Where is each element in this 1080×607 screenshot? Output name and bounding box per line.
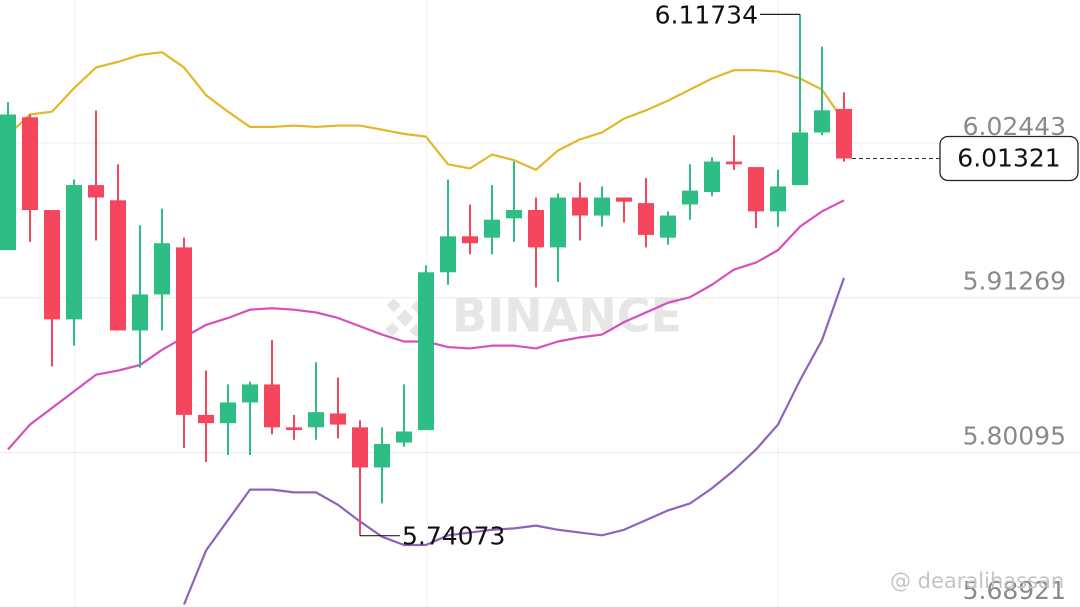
candle-body xyxy=(0,114,16,251)
candle-body xyxy=(550,197,566,248)
candle-body xyxy=(352,427,368,468)
high-label: 6.11734 xyxy=(655,0,758,29)
low-label: 5.74073 xyxy=(402,522,505,551)
candle-body xyxy=(132,294,148,331)
candle-body xyxy=(66,185,82,320)
price-label: 6.01321 xyxy=(957,143,1060,172)
band-line xyxy=(7,51,845,171)
y-tick-label: 5.91269 xyxy=(963,267,1066,296)
candle-body xyxy=(286,427,302,431)
candle-body xyxy=(572,197,588,216)
candle-body xyxy=(660,215,676,238)
candle-body xyxy=(528,209,544,248)
candle-body xyxy=(88,185,104,198)
candle-body xyxy=(308,412,324,428)
candle-body xyxy=(748,167,764,212)
candle-body xyxy=(770,186,786,212)
candle-body xyxy=(154,243,170,295)
band-line xyxy=(182,277,846,605)
candle-body xyxy=(814,110,830,133)
candle-body xyxy=(418,272,434,431)
candle-body xyxy=(22,117,38,210)
candle-body xyxy=(440,236,456,273)
annotations: 6.11734 5.74073 6.01321 xyxy=(360,0,1079,551)
candle-body xyxy=(110,200,126,331)
candle-body xyxy=(264,384,280,428)
candle-body xyxy=(198,414,214,424)
candle-body xyxy=(836,108,852,159)
candle-body xyxy=(396,431,412,443)
candle-body xyxy=(792,132,808,186)
candle-body xyxy=(242,384,258,403)
candle-body xyxy=(220,402,236,424)
candle-body xyxy=(330,413,346,425)
candle-body xyxy=(44,209,60,320)
candle-body xyxy=(176,247,192,415)
candle-body xyxy=(462,236,478,244)
y-tick-label: 5.68921 xyxy=(963,576,1066,605)
price-box xyxy=(939,135,1079,182)
candle-body xyxy=(726,161,742,165)
candle-body xyxy=(506,209,522,219)
candle-body xyxy=(374,443,390,468)
candle-body xyxy=(616,197,632,202)
candle-body xyxy=(704,161,720,193)
candle-body xyxy=(594,197,610,216)
candles xyxy=(0,14,852,536)
candle-body xyxy=(682,190,698,205)
y-tick-label: 5.80095 xyxy=(963,421,1066,450)
credit: @ dearalihassan xyxy=(890,569,1064,593)
watermark: BINANCE xyxy=(452,289,682,343)
candle-body xyxy=(638,203,654,235)
candle-body xyxy=(484,219,500,238)
